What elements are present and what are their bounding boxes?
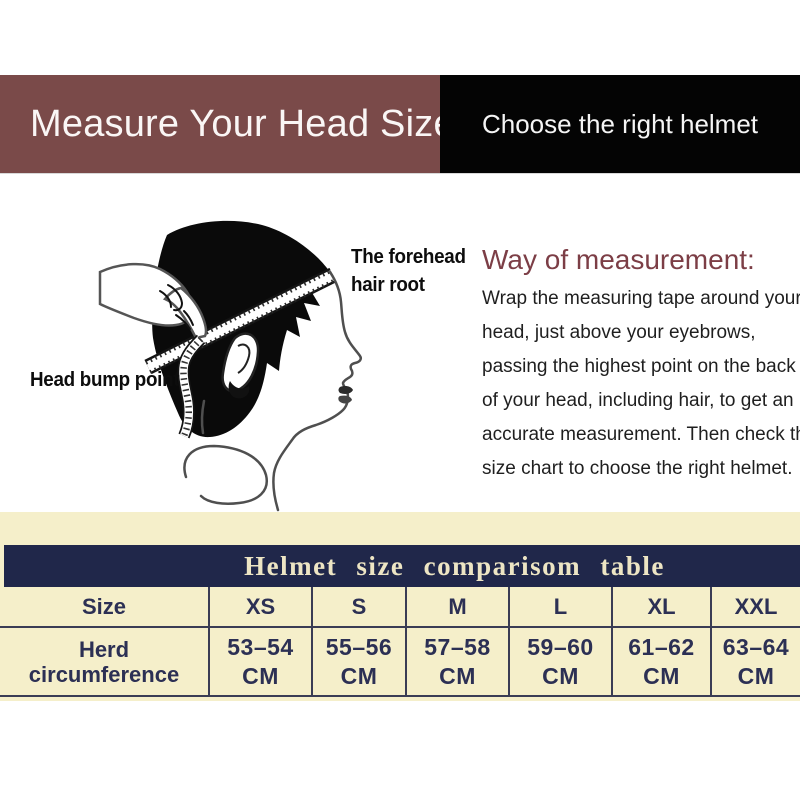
measurement-text-line: passing the highest point on the back	[482, 356, 796, 377]
size-table-header-cell: XS	[210, 587, 313, 628]
ear	[221, 332, 260, 399]
size-table-value-cell: 63–64 CM	[722, 633, 790, 689]
size-table-panel: Helmet size comparisom table Size XS S M…	[0, 512, 800, 701]
banner-right-bar: Choose the right helmet	[440, 75, 800, 173]
size-table-title: Helmet size comparisom table	[244, 550, 665, 581]
size-table-value-cell: 53–54 CM	[210, 628, 313, 695]
size-table-title-bar: Helmet size comparisom table	[4, 545, 800, 587]
label-head-bump-point: Head bump point	[30, 369, 180, 391]
label-forehead-hair-root: The forehead hair root	[351, 246, 466, 296]
banner-sub-title: Choose the right helmet	[481, 108, 759, 139]
measurement-heading: Way of measurement:	[482, 244, 755, 275]
finger-details	[159, 284, 194, 330]
head-measure-illustration	[98, 220, 363, 512]
measurement-text-line: Wrap the measuring tape around your	[482, 288, 800, 309]
measurement-text-line: size chart to choose the right helmet.	[482, 458, 793, 479]
banner-main-title: Measure Your Head Size	[30, 102, 455, 145]
size-table-value-cell: 59–60 CM	[510, 628, 613, 695]
size-table: Size XS S M L XL XXL Herd circumference …	[0, 587, 800, 697]
measuring-tape-end	[177, 334, 206, 439]
size-table-header-cell: S	[313, 587, 407, 628]
measurement-text-line: of your head, including hair, to get an	[482, 390, 794, 411]
measurement-text-line: accurate measurement. Then check the	[482, 424, 800, 445]
lips	[338, 386, 353, 404]
size-table-value-cell: 55–56 CM	[313, 628, 407, 695]
neck-collar	[183, 399, 269, 505]
size-table-header-cell: XL	[613, 587, 712, 628]
measurement-text-line: head, just above your eyebrows,	[482, 322, 756, 343]
face-profile	[272, 270, 363, 512]
size-table-header-cell: M	[407, 587, 510, 628]
measuring-tape-band	[144, 267, 337, 375]
size-table-value-cell: 57–58 CM	[407, 628, 510, 695]
banner-left-bar: Measure Your Head Size	[0, 75, 455, 173]
hand	[98, 262, 208, 340]
size-table-header-cell: L	[510, 587, 613, 628]
size-table-value-cell: 61–62 CM	[613, 628, 712, 695]
top-banner: Measure Your Head Size Choose the right …	[0, 75, 800, 174]
size-table-header-cell: Size	[0, 587, 210, 628]
size-table-row-label: Herd circumference	[0, 628, 210, 695]
size-table-header-cell: XXL	[712, 587, 800, 628]
